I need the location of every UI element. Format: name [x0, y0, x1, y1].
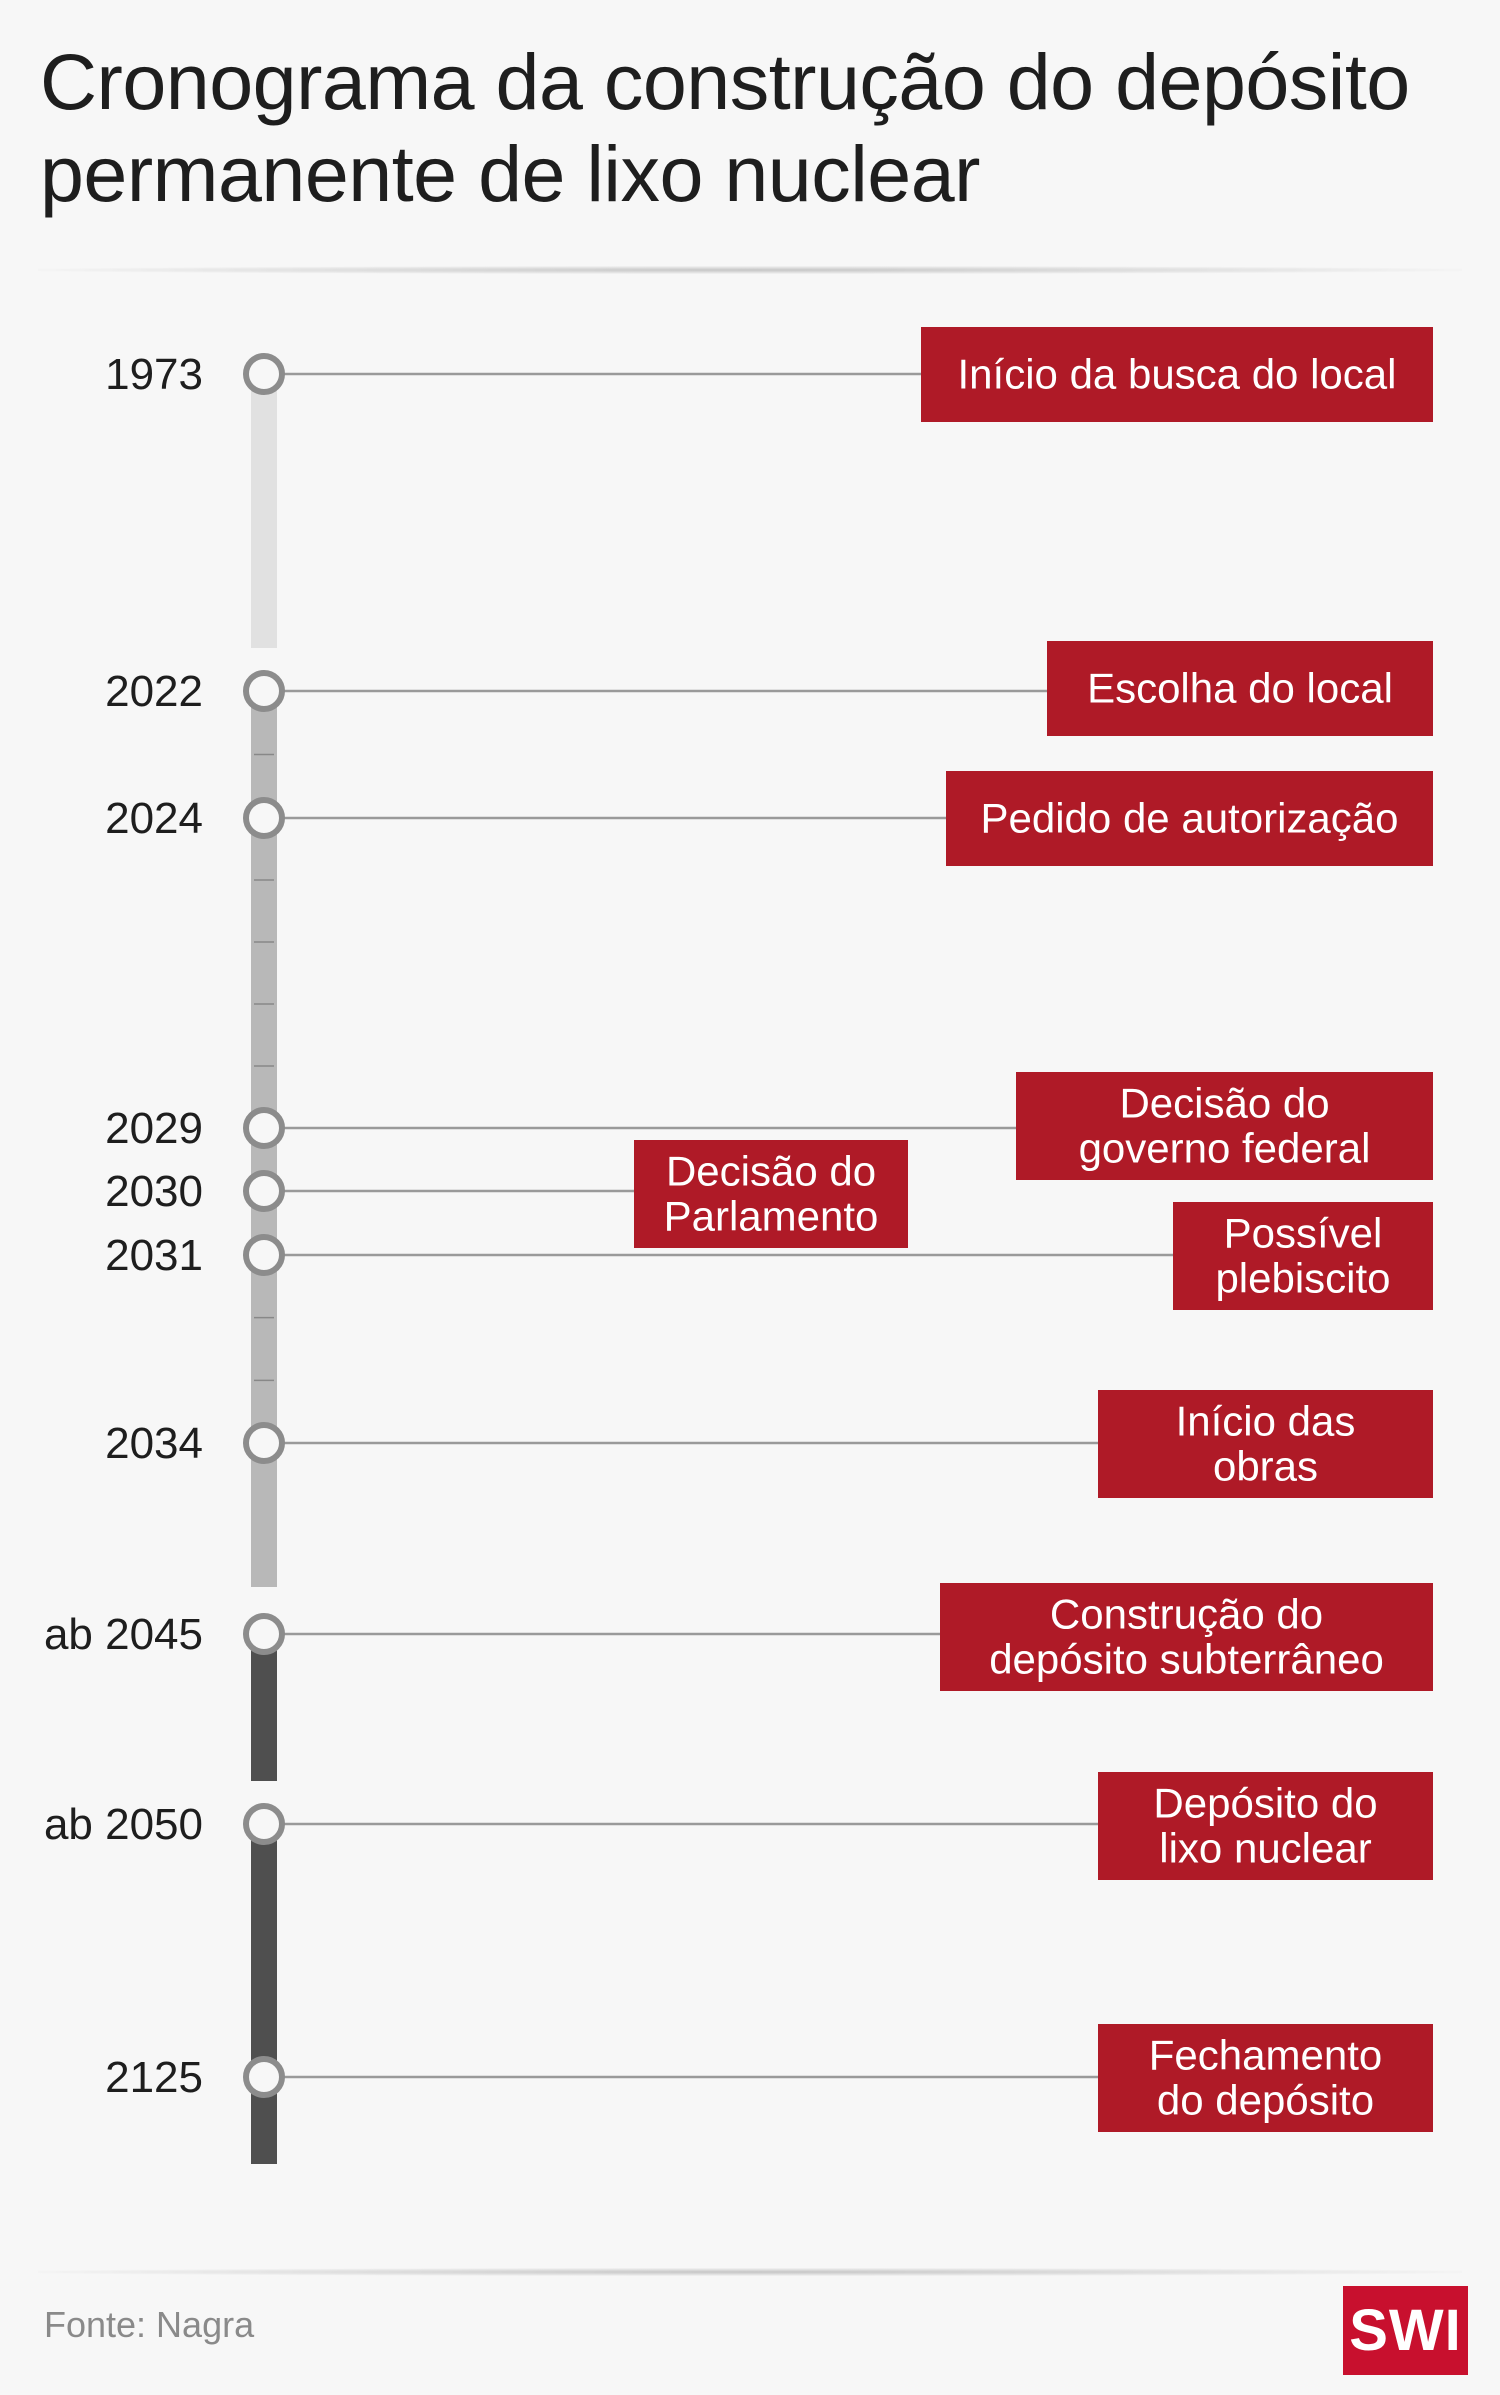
event-box [921, 327, 1433, 422]
milestone-year: 2022 [105, 667, 203, 716]
event-label: Construção do [1050, 1591, 1323, 1638]
event-box [1098, 1390, 1433, 1498]
event-label: Fechamento [1149, 2032, 1382, 2079]
page-title: Cronograma da construção do depósito per… [40, 37, 1410, 218]
milestone-node [243, 353, 285, 395]
milestone-node [243, 1613, 285, 1655]
top-divider [38, 266, 1462, 274]
milestone-node [243, 670, 285, 712]
event-box [1047, 641, 1433, 736]
event-label: Início da busca do local [958, 351, 1397, 398]
event-label: Depósito do [1153, 1780, 1377, 1827]
milestone-year: 1973 [105, 350, 203, 399]
event-label: Possível [1224, 1210, 1383, 1257]
event-label: Pedido de autorização [981, 795, 1399, 842]
event-box [1173, 1202, 1433, 1310]
event-label: Decisão do [666, 1148, 876, 1195]
milestone-year: 2030 [105, 1167, 203, 1216]
phase-bar-operation [251, 1824, 277, 2164]
event-label: plebiscito [1215, 1255, 1390, 1302]
phase-bar-construction [251, 1634, 277, 1781]
event-label: obras [1213, 1443, 1318, 1490]
bottom-divider [38, 2268, 1462, 2276]
milestone-node [243, 1234, 285, 1276]
event-label: Parlamento [664, 1193, 879, 1240]
event-label: lixo nuclear [1159, 1825, 1371, 1872]
event-box [1098, 2024, 1433, 2132]
swi-logo-text: SWI [1349, 2298, 1462, 2363]
milestone-year: ab 2045 [44, 1610, 203, 1659]
milestone-year: 2029 [105, 1104, 203, 1153]
milestone-year: ab 2050 [44, 1800, 203, 1849]
milestone-node [243, 1170, 285, 1212]
milestone-year: 2024 [105, 794, 203, 843]
event-label: Escolha do local [1087, 665, 1393, 712]
milestone-node [243, 1422, 285, 1464]
event-box [940, 1583, 1433, 1691]
phase-bar-search [251, 374, 277, 648]
event-box [1016, 1072, 1433, 1180]
milestone-year: 2034 [105, 1419, 203, 1468]
milestone-node [243, 1107, 285, 1149]
event-box [946, 771, 1433, 866]
event-box [634, 1140, 908, 1248]
source-note: Fonte: Nagra [44, 2304, 255, 2345]
event-label: Decisão do [1119, 1080, 1329, 1127]
event-label: Início das [1176, 1398, 1356, 1445]
event-label: depósito subterrâneo [989, 1636, 1384, 1683]
milestone-year: 2125 [105, 2053, 203, 2102]
event-label: governo federal [1079, 1125, 1371, 1172]
milestone-node [243, 2056, 285, 2098]
event-label: do depósito [1157, 2077, 1374, 2124]
milestone-node [243, 797, 285, 839]
milestone-node [243, 1803, 285, 1845]
swi-logo: SWI [1343, 2286, 1468, 2375]
event-box [1098, 1772, 1433, 1880]
milestone-year: 2031 [105, 1231, 203, 1280]
timeline-diagram: 1973 Início da busca do local 2022 Escolha … [44, 327, 1433, 2164]
